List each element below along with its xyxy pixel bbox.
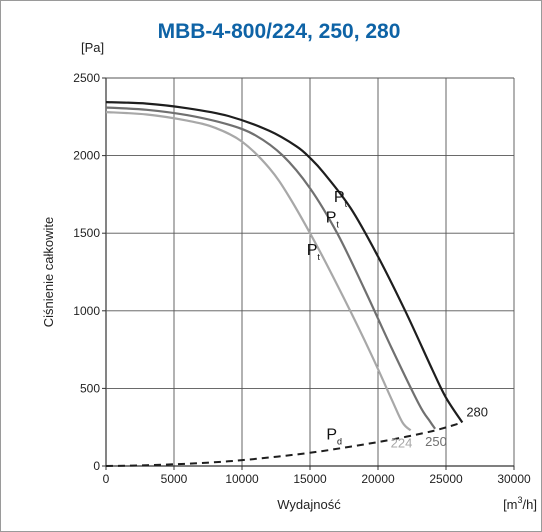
y-axis-label: Ciśnienie całkowite [41,217,56,328]
chart-title: MBB-4-800/224, 250, 280 [158,20,401,43]
y-axis-unit: [Pa] [81,40,104,55]
x-axis-unit: [m3/h] [503,495,537,512]
tick-labels: 0 5000 10000 15000 20000 25000 30000 0 500 1000 15… [73,71,531,486]
x-tick-label: 15000 [293,472,327,486]
curve-end-label-250: 250 [425,434,447,449]
y-tick-label: 0 [93,459,100,473]
x-tick-label: 5000 [161,472,188,486]
x-axis-label: Wydajność [277,497,341,512]
curve-end-label-224: 224 [391,435,413,450]
curve-label-pd: Pd [326,427,342,447]
total-pressure-curve-280 [105,101,464,424]
curve-end-label-280: 280 [466,405,488,420]
total-pressure-curve-250 [105,106,437,430]
y-tick-label: 2500 [73,71,100,85]
x-tick-label: 25000 [429,472,463,486]
y-tick-label: 1500 [73,226,100,240]
grid [102,77,515,470]
dynamic-pressure-curve [105,421,463,467]
curve-label-pt-250: Pt [326,209,340,229]
curves [105,101,464,467]
total-pressure-curve-224 [105,111,412,432]
y-tick-label: 2000 [73,149,100,163]
x-tick-label: 10000 [225,472,259,486]
x-tick-label: 0 [103,472,110,486]
curve-label-pt-280: Pt [334,189,348,209]
y-tick-label: 1000 [73,304,100,318]
curve-label-pt-224: Pt [307,242,321,262]
x-tick-label: 30000 [497,472,531,486]
x-tick-label: 20000 [361,472,395,486]
y-tick-label: 500 [80,381,100,395]
